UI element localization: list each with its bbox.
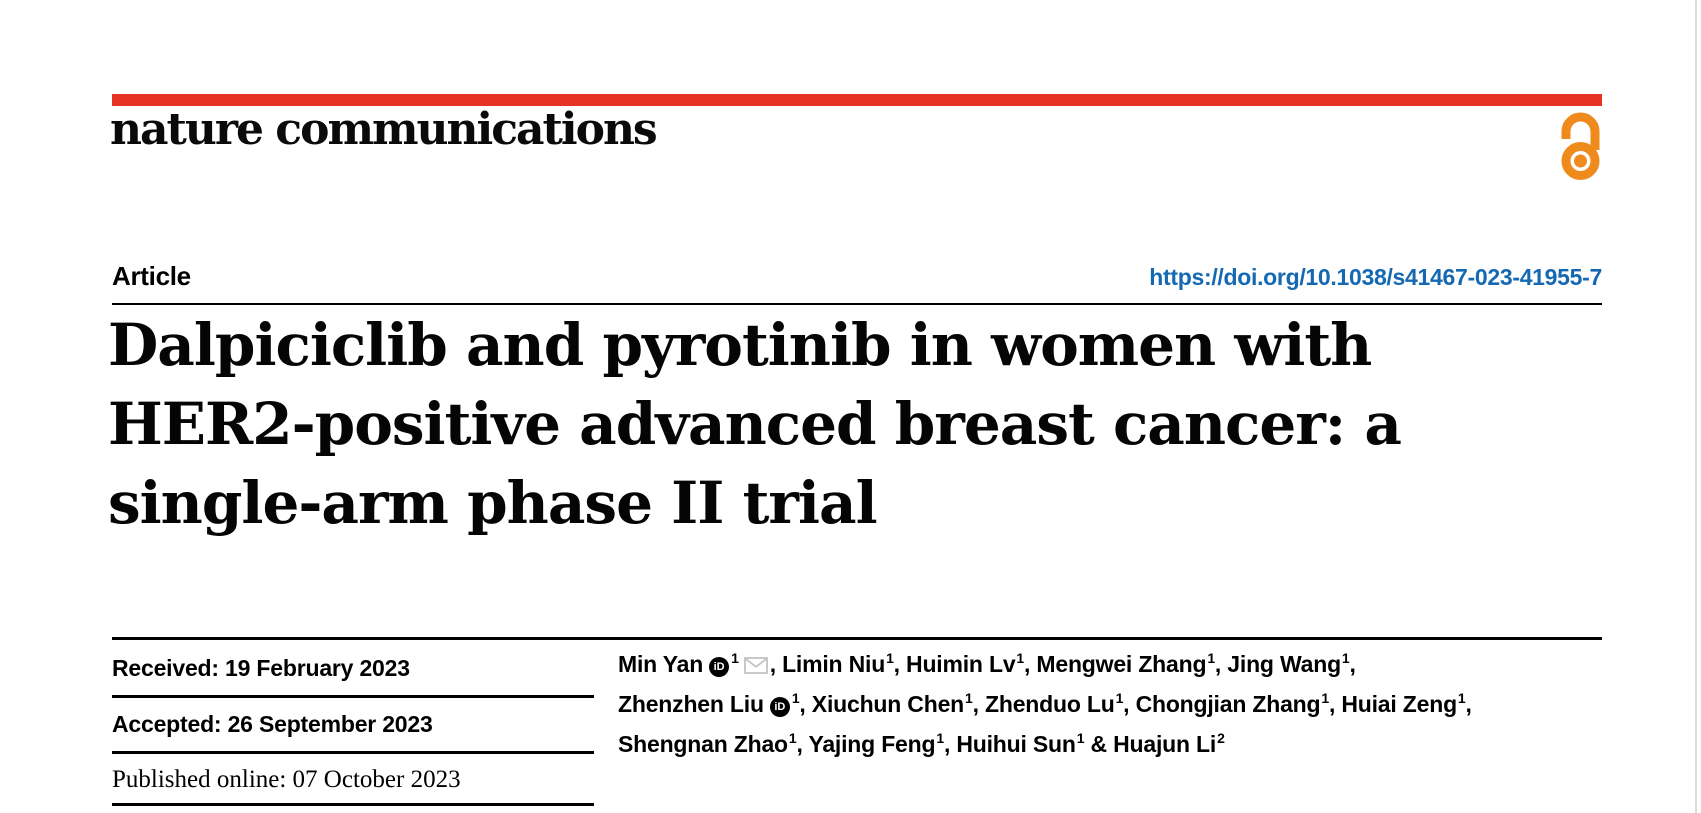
authors-block: Min Yan iD1, Limin Niu1, Huimin Lv1, Meng…	[618, 646, 1618, 766]
article-title-line: HER2-positive advanced breast cancer: a	[108, 390, 1402, 458]
author-name: Shengnan Zhao	[618, 731, 788, 757]
author-name: Min Yan	[618, 651, 704, 677]
author-name: Huihui Sun	[956, 731, 1076, 757]
affiliation-superscript: 1	[1457, 690, 1466, 706]
article-title-line: single-arm phase II trial	[108, 469, 878, 537]
author-name: Huiai Zeng	[1341, 691, 1457, 717]
affiliation-superscript: 1	[1115, 690, 1124, 706]
dates-authors-top-divider	[112, 637, 1602, 640]
header-divider	[112, 303, 1602, 305]
dates-divider	[112, 695, 594, 698]
affiliation-superscript: 1	[788, 730, 797, 746]
article-title-line: Dalpiciclib and pyrotinib in women with	[108, 311, 1372, 379]
email-envelope-icon[interactable]	[743, 648, 768, 685]
affiliation-superscript: 1	[936, 730, 944, 746]
author-line: Min Yan iD1, Limin Niu1, Huimin Lv1, Meng…	[618, 646, 1618, 686]
doi-link[interactable]: https://doi.org/10.1038/s41467-023-41955…	[1149, 264, 1602, 290]
affiliation-superscript: 1	[1321, 690, 1329, 706]
author-name: Zhenduo Lu	[985, 691, 1115, 717]
author-name: Chongjian Zhang	[1135, 691, 1321, 717]
dates-divider	[112, 751, 594, 754]
affiliation-superscript: 1	[1076, 730, 1085, 746]
affiliation-superscript: 1	[1341, 650, 1350, 666]
article-type-label: Article	[112, 261, 191, 291]
received-date: Received: 19 February 2023	[112, 655, 410, 681]
author-line: Shengnan Zhao1, Yajing Feng1, Huihui Sun…	[618, 730, 1225, 757]
page-edge-line	[1695, 0, 1697, 813]
author-name: Huajun Li	[1113, 731, 1217, 757]
author-name: Yajing Feng	[808, 731, 936, 757]
author-line: Zhenzhen Liu iD1, Xiuchun Chen1, Zhenduo …	[618, 690, 1472, 717]
author-name: Xiuchun Chen	[811, 691, 965, 717]
affiliation-superscript: 1	[965, 690, 973, 706]
journal-logo: nature communications	[110, 104, 658, 155]
affiliation-superscript: 1	[791, 690, 800, 706]
orcid-icon[interactable]: iD	[709, 657, 730, 677]
published-date: Published online: 07 October 2023	[112, 766, 461, 793]
dates-divider	[112, 803, 594, 806]
orcid-icon[interactable]: iD	[769, 697, 790, 717]
author-name: Jing Wang	[1227, 651, 1341, 677]
author-name: Limin Niu	[782, 651, 886, 677]
author-name: Huimin Lv	[906, 651, 1016, 677]
author-name: Zhenzhen Liu	[618, 691, 764, 717]
brand-red-bar	[112, 94, 1602, 106]
affiliation-superscript: 2	[1217, 730, 1225, 746]
affiliation-superscript: 1	[886, 650, 894, 666]
affiliation-superscript: 1	[731, 650, 739, 666]
affiliation-superscript: 1	[1016, 650, 1025, 666]
accepted-date: Accepted: 26 September 2023	[112, 711, 433, 737]
article-title: Dalpiciclib and pyrotinib in women with …	[108, 306, 1402, 543]
affiliation-superscript: 1	[1207, 650, 1215, 666]
open-access-lock-icon	[1556, 110, 1602, 182]
author-name: Mengwei Zhang	[1036, 651, 1207, 677]
